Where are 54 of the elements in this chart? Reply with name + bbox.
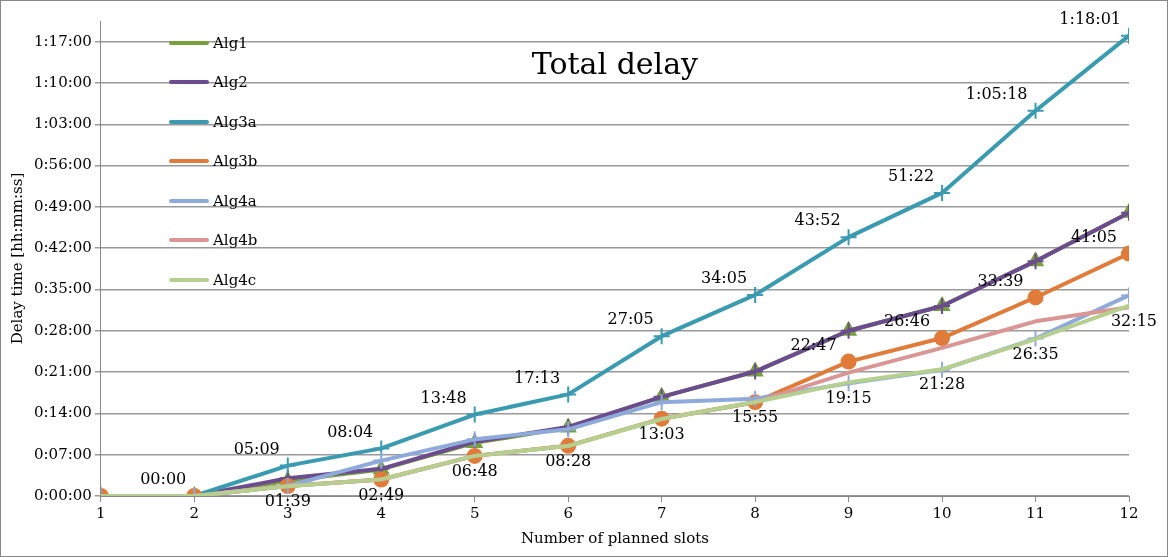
data-label: 27:05	[607, 309, 654, 329]
y-tick-label: 0:14:00	[34, 403, 92, 422]
y-axis-title: Delay time [hh:mm:ss]	[7, 172, 26, 345]
legend-label: Alg4b	[213, 231, 258, 250]
data-label: 08:04	[327, 421, 374, 441]
data-label: 43:52	[794, 210, 841, 230]
legend-label: Alg2	[213, 73, 248, 92]
data-label: 32:15	[1110, 310, 1157, 330]
data-label: 00:00	[140, 469, 187, 489]
data-label: 1:18:01	[1059, 8, 1121, 28]
y-tick-label: 1:17:00	[34, 31, 92, 50]
x-tick-label: 2	[189, 503, 200, 522]
y-tick-label: 1:03:00	[34, 114, 92, 133]
data-label: 51:22	[887, 166, 935, 186]
y-tick-label: 0:28:00	[34, 320, 92, 339]
legend-label: Alg3a	[213, 112, 257, 131]
data-label: 26:35	[1012, 344, 1059, 364]
data-label: 21:28	[919, 374, 966, 394]
y-tick-label: 1:10:00	[34, 72, 92, 91]
y-tick-label: 0:42:00	[34, 238, 92, 257]
data-label: 15:55	[732, 407, 779, 427]
data-label: 13:03	[638, 424, 685, 444]
x-tick-label: 1	[96, 503, 106, 522]
x-tick-label: 6	[563, 503, 573, 522]
data-label: 34:05	[701, 268, 748, 288]
data-label: 1:05:18	[965, 83, 1028, 103]
x-tick-label: 10	[932, 503, 952, 522]
x-tick-label: 12	[1119, 503, 1139, 522]
x-axis-title: Number of planned slots	[520, 528, 709, 547]
y-tick-label: 0:35:00	[34, 279, 92, 298]
y-tick-label: 0:21:00	[34, 361, 92, 380]
x-tick-label: 7	[656, 503, 667, 522]
data-label: 05:09	[233, 438, 280, 458]
data-label: 13:48	[420, 387, 467, 407]
data-label: 26:46	[883, 311, 931, 331]
y-tick-label: 0:07:00	[34, 444, 92, 463]
data-label: 17:13	[514, 367, 561, 387]
legend-label: Alg4c	[213, 270, 257, 289]
data-label: 08:28	[545, 451, 592, 471]
y-tick-label: 0:00:00	[34, 485, 92, 504]
x-tick-label: 4	[376, 503, 387, 522]
y-tick-label: 0:49:00	[34, 196, 92, 215]
legend-label: Alg1	[213, 33, 248, 52]
data-label: 02:49	[358, 484, 405, 504]
legend-label: Alg4a	[213, 191, 257, 210]
legend-label: Alg3b	[213, 152, 258, 171]
text: Total delay	[531, 45, 699, 81]
data-label: 06:48	[451, 461, 498, 481]
data-label: 19:15	[825, 387, 872, 407]
y-tick-label: 0:56:00	[34, 155, 92, 174]
x-tick-label: 8	[750, 503, 760, 522]
x-tick-label: 5	[469, 503, 480, 522]
x-tick-label: 11	[1025, 503, 1046, 522]
x-tick-label: 9	[843, 503, 854, 522]
